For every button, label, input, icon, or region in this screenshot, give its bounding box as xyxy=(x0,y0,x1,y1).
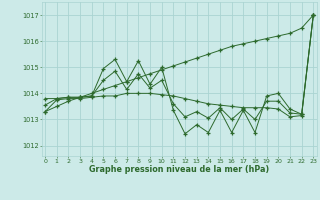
X-axis label: Graphe pression niveau de la mer (hPa): Graphe pression niveau de la mer (hPa) xyxy=(89,165,269,174)
